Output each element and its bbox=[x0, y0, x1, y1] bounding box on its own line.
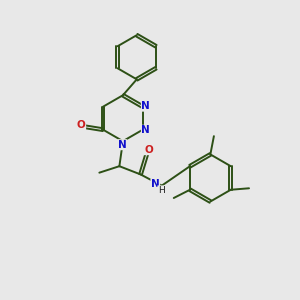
Text: O: O bbox=[144, 145, 153, 155]
Text: N: N bbox=[141, 101, 150, 111]
Text: O: O bbox=[77, 120, 85, 130]
Text: N: N bbox=[118, 140, 127, 150]
Text: N: N bbox=[141, 125, 150, 135]
Text: H: H bbox=[158, 186, 165, 195]
Text: N: N bbox=[151, 179, 160, 189]
